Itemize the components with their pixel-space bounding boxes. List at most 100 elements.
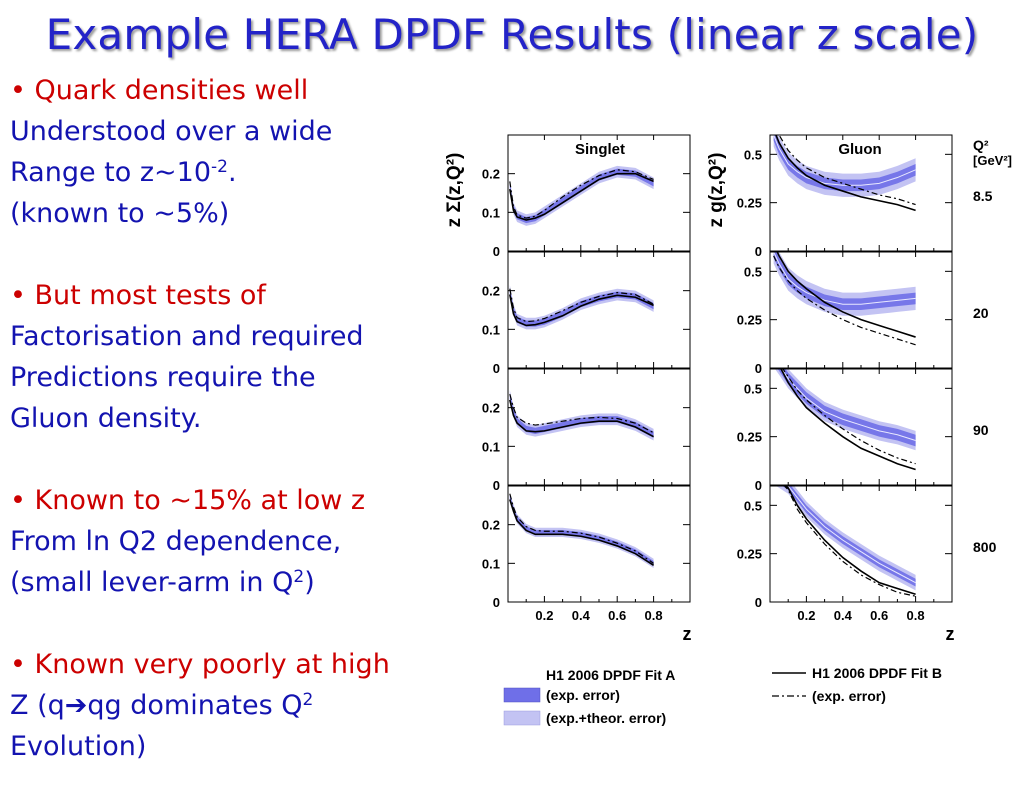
exp-error-band xyxy=(773,252,916,310)
panel-frame xyxy=(507,251,691,369)
bullet-text: From ln Q2 dependence, xyxy=(10,526,342,557)
fit-b-line xyxy=(509,172,654,221)
bullet-line: From ln Q2 dependence, xyxy=(10,521,440,562)
bullet-text: Understood over a wide xyxy=(10,116,333,147)
fit-b-theor-line xyxy=(783,486,916,597)
legend-exp: (exp. error) xyxy=(546,687,620,703)
legend: H1 2006 DPDF Fit A (exp. error) (exp.+th… xyxy=(503,665,942,726)
q2-header: Q² xyxy=(973,137,989,153)
bullet-text: Evolution) xyxy=(10,731,147,762)
x-tick-label: 0.6 xyxy=(608,608,626,623)
bullet-text: • xyxy=(10,649,35,680)
bullet-text: . xyxy=(227,157,237,188)
x-tick-label: 0.8 xyxy=(907,608,925,623)
slide-title: Example HERA DPDF Results (linear z scal… xyxy=(45,10,979,59)
legend-exp-swatch xyxy=(503,687,541,703)
y-tick-label: 0.1 xyxy=(482,205,500,220)
bullet-text: (known to ~5%) xyxy=(10,198,230,229)
bullet-text: Factorisation and required xyxy=(10,321,364,352)
fit-b-line xyxy=(780,369,916,471)
y-tick-label: 0.25 xyxy=(737,313,762,328)
y-tick-label: 0.2 xyxy=(482,284,500,299)
panel-frame xyxy=(507,485,691,603)
bullet-list: • Quark densities well Understood over a … xyxy=(10,70,440,808)
plot-panels: 0 0.1 0.2 0 0.1 0.2 0 0.1 0.2 0 0.1 0.2 0.2 0.4 0.6 0.8… xyxy=(482,134,953,623)
bullet-line: Gluon density. xyxy=(10,398,440,439)
q2-values: 8.5 20 90 800 xyxy=(973,188,997,555)
bullet-text: Quark densities well xyxy=(34,75,309,106)
q2-value: 800 xyxy=(973,539,997,555)
gluon-y-axis-label: z g(z,Q²) xyxy=(706,153,727,228)
fit-b-theor-line xyxy=(778,135,916,206)
bullet-4: • Known very poorly at high Z (q➔qg domin… xyxy=(10,644,440,767)
superscript: 2 xyxy=(293,567,305,587)
panel-singlet-800 xyxy=(509,492,655,568)
band-center-line xyxy=(781,369,916,442)
bullet-text: • xyxy=(10,485,35,516)
bullet-line: Range to z~10-2. xyxy=(10,152,440,193)
arrow-icon: ➔ xyxy=(64,690,88,721)
bullet-text: Z (q xyxy=(10,690,65,721)
panel-singlet-8.5 xyxy=(509,165,654,226)
superscript: -2 xyxy=(211,157,228,177)
fit-b-line xyxy=(783,486,916,596)
q2-value: 20 xyxy=(973,305,989,321)
panel-gluon-8.5 xyxy=(773,135,916,212)
bullet-text: Predictions require the xyxy=(10,362,316,393)
fit-b-theor-line xyxy=(773,255,916,346)
y-tick-label: 0 xyxy=(493,361,500,376)
singlet-y-axis-label: z Σ(z,Q²) xyxy=(444,153,465,228)
q2-value: 90 xyxy=(973,422,989,438)
bullet-text: Known very poorly at high xyxy=(34,649,390,680)
bullet-text: (small lever-arm in Q xyxy=(10,567,294,598)
fit-b-line xyxy=(509,399,654,438)
y-tick-label: 0 xyxy=(755,595,762,610)
legend-exp-b: (exp. error) xyxy=(812,688,886,704)
y-tick-label: 0.1 xyxy=(482,439,500,454)
x-tick-label: 0.2 xyxy=(797,608,815,623)
fit-b-theor-line xyxy=(509,169,654,219)
y-tick-label: 0.1 xyxy=(482,556,500,571)
y-tick-label: 0.5 xyxy=(744,498,762,513)
bullet-line: Z (q➔qg dominates Q2 xyxy=(10,685,440,726)
x-tick-label: 0.4 xyxy=(834,608,853,623)
bullet-2: • But most tests of Factorisation and req… xyxy=(10,275,440,439)
fit-b-line xyxy=(775,135,916,212)
legend-fit-b: H1 2006 DPDF Fit B xyxy=(812,665,942,681)
x-tick-label: 0.8 xyxy=(645,608,663,623)
y-tick-label: 0.5 xyxy=(744,264,762,279)
bullet-line: • Known to ~15% at low z xyxy=(10,480,440,521)
bullet-3: • Known to ~15% at low z From ln Q2 depen… xyxy=(10,480,440,603)
fit-b-theor-line xyxy=(782,369,916,465)
bullet-line: (known to ~5%) xyxy=(10,193,440,234)
q2-unit: [GeV²] xyxy=(973,153,1012,168)
bullet-line: • Known very poorly at high xyxy=(10,644,440,685)
bullet-line: • Quark densities well xyxy=(10,70,440,111)
legend-theor: (exp.+theor. error) xyxy=(546,710,666,726)
bullet-text: • xyxy=(10,75,35,106)
y-tick-label: 0.5 xyxy=(744,381,762,396)
gluon-header: Gluon xyxy=(838,141,881,158)
bullet-line: Factorisation and required xyxy=(10,316,440,357)
y-tick-label: 0.2 xyxy=(482,167,500,182)
y-tick-label: 0 xyxy=(493,244,500,259)
singlet-header: Singlet xyxy=(575,141,625,158)
bullet-line: Predictions require the xyxy=(10,357,440,398)
bullet-text: • xyxy=(10,280,35,311)
x-tick-label: 0.2 xyxy=(535,608,553,623)
bullet-1: • Quark densities well Understood over a … xyxy=(10,70,440,234)
y-tick-label: 0 xyxy=(755,361,762,376)
x-tick-label: 0.4 xyxy=(572,608,591,623)
y-tick-label: 0 xyxy=(755,244,762,259)
x-tick-label: 0.6 xyxy=(870,608,888,623)
y-tick-label: 0.2 xyxy=(482,401,500,416)
theor-error-band xyxy=(509,492,654,568)
panel-singlet-90 xyxy=(509,390,654,441)
exp-error-band xyxy=(777,369,916,447)
band-center-line xyxy=(787,486,916,584)
fit-b-line xyxy=(509,499,655,566)
dpdf-figure: 0 0.1 0.2 0 0.1 0.2 0 0.1 0.2 0 0.1 0.2 0.2 0.4 0.6 0.8… xyxy=(444,134,1012,726)
singlet-x-axis-label: z xyxy=(683,624,692,644)
exp-error-band xyxy=(509,392,654,438)
fit-b-theor-line xyxy=(509,493,654,564)
